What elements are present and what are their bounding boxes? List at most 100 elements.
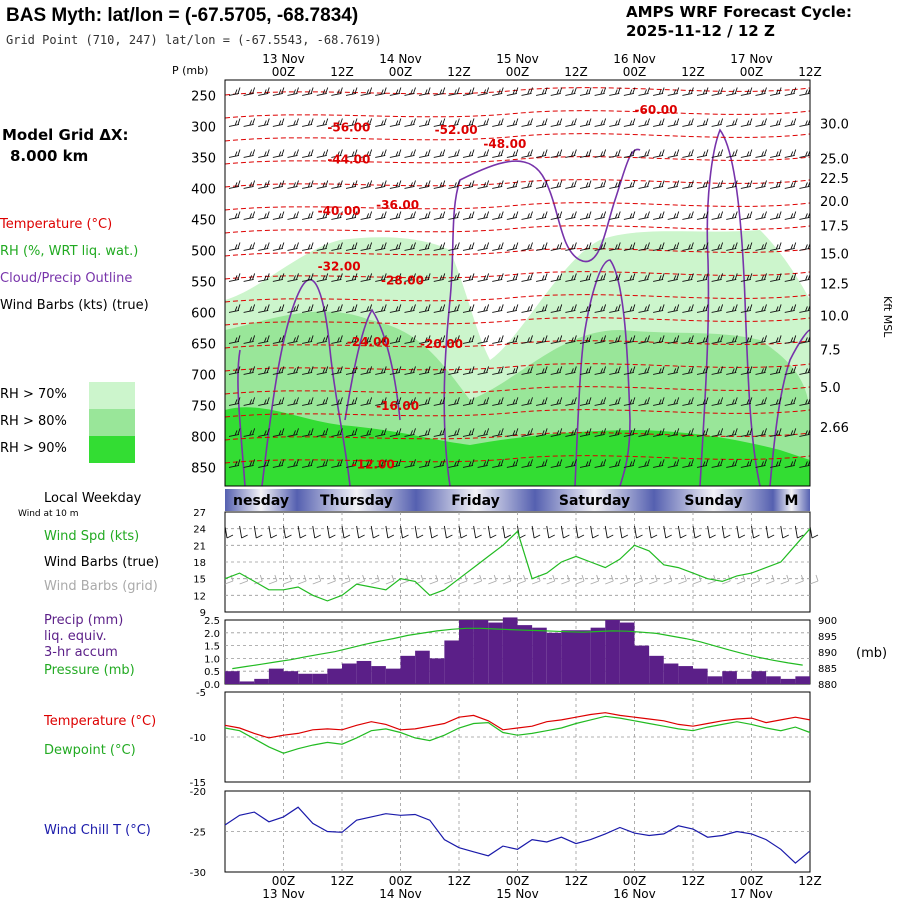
- forecast-cycle-value: 2025-11-12 / 12 Z: [626, 22, 775, 40]
- wind-barb: [565, 459, 577, 468]
- wind-barb: [433, 273, 446, 282]
- wind-barb: [755, 211, 767, 220]
- temperature-isotherm: [225, 409, 810, 418]
- wind-barb: [682, 366, 694, 375]
- wind-barb: [653, 180, 665, 189]
- wind-barb: [492, 366, 504, 375]
- wind-barb: [594, 87, 607, 96]
- wind-barb: [726, 428, 738, 437]
- wind-barb-true: [780, 525, 789, 539]
- precip-bar: [707, 676, 723, 684]
- wind-barb: [258, 428, 270, 437]
- wind-barb-true: [619, 525, 629, 539]
- wind-barb: [536, 211, 548, 220]
- wind-speed-line: [224, 528, 811, 602]
- wind-barb: [550, 459, 563, 468]
- cloud-outline: [769, 329, 810, 486]
- wind-barb: [375, 459, 387, 468]
- chill-tick-label: -20: [190, 787, 206, 798]
- wind-barb: [360, 304, 373, 313]
- bottom-time-tick: 00Z: [389, 874, 413, 888]
- wind-barb: [521, 366, 533, 375]
- top-date-label: 14 Nov: [379, 52, 422, 66]
- weekday-label: Saturday: [559, 493, 630, 509]
- wind-barb: [740, 87, 753, 96]
- wind-barb: [565, 149, 577, 158]
- wind-barb: [331, 428, 343, 437]
- wind-barb: [696, 459, 709, 468]
- precip-bar: [327, 668, 342, 684]
- precip-bar: [415, 650, 430, 684]
- wind-barb: [492, 211, 504, 220]
- wind-barb: [419, 397, 431, 406]
- wind-barb: [740, 459, 753, 468]
- precip-bar: [429, 658, 445, 684]
- wind-barb: [302, 273, 314, 282]
- wind-barb: [623, 149, 636, 158]
- wind-barb: [565, 211, 577, 220]
- temp-tick-label: -15: [190, 778, 206, 789]
- wind-barb: [331, 304, 343, 313]
- wind-barb: [638, 304, 650, 313]
- pressure-tick-label: 750: [191, 399, 216, 414]
- temperature-isotherm: [225, 432, 810, 441]
- wind-barb: [433, 428, 446, 437]
- wind-barb-true: [429, 525, 438, 539]
- wind-barb-true: [707, 525, 716, 539]
- wind-barb: [740, 211, 753, 220]
- temp-series-line: [224, 712, 811, 739]
- wind-tick-label: 27: [193, 508, 206, 519]
- precip-bar: [342, 663, 357, 684]
- wind-barb-grid: [780, 574, 790, 585]
- wind-tick-label: 24: [193, 525, 206, 536]
- pressure-line: [232, 627, 803, 670]
- wind-barb: [726, 149, 738, 158]
- wind-barb: [579, 211, 592, 220]
- wind-barb: [565, 304, 577, 313]
- wind-barb: [550, 180, 563, 189]
- rh-key-label: RH > 90%: [0, 441, 67, 456]
- wind-barb: [799, 118, 810, 127]
- wind-barb: [345, 459, 358, 468]
- wind-barb: [477, 304, 490, 313]
- temperature-isotherm: [225, 179, 810, 188]
- wind-barb: [272, 211, 285, 220]
- wind-barb: [331, 459, 343, 468]
- wind-barb: [228, 211, 241, 220]
- wind-barb-true: [473, 525, 482, 539]
- wind-barb: [579, 118, 592, 127]
- dewpoint-label: Dewpoint (°C): [44, 743, 136, 758]
- wind-barb: [506, 428, 519, 437]
- bottom-time-tick: 12Z: [681, 874, 705, 888]
- wind-barb: [521, 459, 533, 468]
- wind-barb: [316, 397, 329, 406]
- precip-bar: [576, 630, 591, 684]
- wind-barb: [579, 149, 592, 158]
- wind-at-10m-label: Wind at 10 m: [18, 509, 79, 519]
- top-date-label: 17 Nov: [730, 52, 773, 66]
- wind-barb: [404, 87, 416, 96]
- wind-tick-label: 12: [193, 591, 206, 602]
- wind-barb: [243, 87, 256, 96]
- wind-barb: [258, 366, 270, 375]
- wind-barb: [228, 335, 241, 344]
- wind-barb: [462, 335, 475, 344]
- wind-barb: [375, 366, 387, 375]
- wind-barb-grid: [356, 574, 366, 585]
- wind-barb: [536, 87, 548, 96]
- wind-barb: [419, 273, 431, 282]
- precip-bar: [722, 671, 737, 684]
- height-tick-label: 25.0: [820, 153, 849, 168]
- wind-barb: [345, 304, 358, 313]
- wind-barb: [389, 459, 402, 468]
- wind-barb: [316, 180, 329, 189]
- wind-barb: [272, 366, 285, 375]
- top-time-tick: 00Z: [623, 65, 647, 79]
- wind-barb: [740, 118, 753, 127]
- precip-bar: [546, 632, 562, 684]
- wind-barb: [814, 335, 825, 343]
- wind-barb: [331, 87, 343, 96]
- wind-barb: [419, 335, 431, 344]
- wind-barb: [243, 397, 256, 406]
- precip-label: Precip (mm): [44, 613, 124, 628]
